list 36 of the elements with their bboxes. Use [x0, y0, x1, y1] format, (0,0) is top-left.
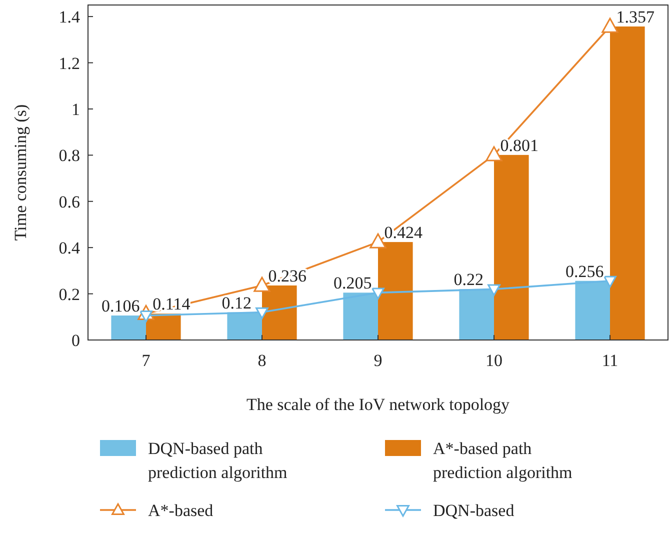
point	[488, 284, 500, 296]
x-tick-label: 7	[142, 351, 151, 370]
x-tick-label: 8	[258, 351, 266, 370]
data-label: 0.256	[565, 262, 604, 281]
legend-label: DQN-based	[433, 501, 515, 520]
point	[604, 276, 616, 288]
point	[602, 18, 618, 33]
y-tick-label: 1.2	[58, 54, 80, 73]
y-tick-label: 0.8	[58, 146, 80, 166]
y-tick-label: 0.4	[58, 238, 80, 258]
data-label: 0.106	[101, 296, 140, 316]
data-label: 0.801	[500, 136, 539, 155]
bar	[378, 242, 413, 340]
point	[256, 307, 268, 320]
legend-label: DQN-based path prediction algorithm	[148, 439, 288, 482]
point	[486, 146, 502, 162]
bar	[610, 26, 645, 340]
x-tick-label: 11	[602, 351, 618, 370]
bar	[494, 154, 529, 340]
data-label: 0.12	[222, 293, 252, 312]
y-axis-title: Time consuming (s)	[11, 104, 30, 241]
x-tick-label: 10	[486, 351, 502, 370]
y-tick-label: 0.2	[58, 284, 80, 304]
y-tick-label: 0.6	[58, 192, 80, 212]
x-tick-label: 9	[374, 351, 382, 370]
data-label: 1.357	[616, 7, 656, 26]
legend-label: A*-based	[148, 501, 214, 520]
data-label: 0.22	[454, 270, 484, 290]
bar	[262, 285, 297, 340]
legend-label: A*-based path prediction algorithm	[433, 439, 572, 482]
y-tick-label: 1	[72, 100, 80, 119]
y-tick-label: 0	[72, 331, 80, 350]
y-tick-label: 1.4	[58, 8, 80, 27]
data-label: 0.205	[333, 274, 372, 293]
x-axis-title: The scale of the IoV network topology	[246, 395, 510, 414]
point	[372, 288, 384, 300]
